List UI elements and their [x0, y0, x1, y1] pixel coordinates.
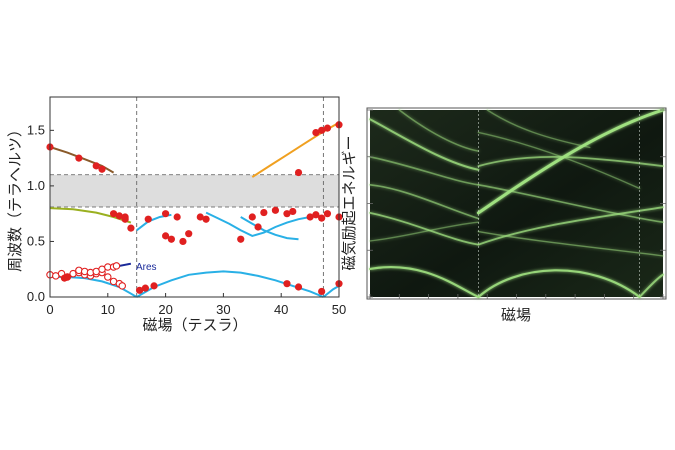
fit-curve-cyan — [322, 285, 340, 298]
filled-data-point — [75, 154, 83, 162]
excitation-branch — [486, 109, 591, 149]
filled-data-point — [167, 235, 175, 243]
filled-data-point — [283, 210, 291, 218]
excitation-branch — [477, 230, 664, 257]
filled-data-point — [306, 213, 314, 221]
open-data-point — [112, 262, 121, 270]
y-tick-label: 1.5 — [27, 122, 45, 137]
field-marker-lines — [136, 97, 324, 297]
gap-band — [50, 174, 339, 207]
filled-data-point — [294, 283, 303, 291]
filled-data-point — [98, 165, 106, 173]
spectrum-ticks — [367, 109, 666, 299]
open-data-points — [46, 262, 127, 290]
filled-data-point — [173, 213, 181, 221]
fit-curve-cyan — [240, 216, 299, 241]
filled-data-point — [196, 213, 204, 221]
y-axis-ticks: 0.0 0.5 1.0 1.5 — [27, 122, 54, 304]
filled-data-point — [92, 162, 100, 170]
frequency-field-chart: 0 10 20 30 40 50 0.0 0.5 1.0 1.5 磁場（テスラ） 周波数（テラヘ… — [7, 96, 346, 334]
spectrum-marker-lines — [478, 110, 640, 297]
x-tick-label: 0 — [46, 302, 53, 317]
x-axis-ticks: 0 10 20 30 40 50 — [46, 293, 346, 317]
fit-curve-brown — [49, 146, 115, 174]
spectrum-background — [370, 110, 663, 297]
filled-data-point — [135, 286, 144, 294]
excitation-branch — [477, 206, 664, 246]
x-tick-label: 50 — [332, 302, 346, 317]
annotation-ares: Ares — [136, 262, 157, 273]
filled-data-point — [323, 210, 332, 218]
filled-data-point — [312, 211, 320, 219]
filled-data-point — [318, 287, 326, 296]
filled-data-point — [283, 280, 291, 288]
excitation-branch — [477, 131, 641, 190]
filled-data-point — [248, 213, 256, 221]
filled-data-point — [185, 230, 193, 238]
spectrum-x-label: 磁場 — [501, 307, 531, 324]
excitation-branch — [477, 184, 664, 223]
filled-data-point — [63, 273, 71, 281]
excitation-branch — [369, 221, 480, 242]
x-tick-label: 10 — [101, 302, 115, 317]
excitation-branch — [369, 184, 480, 220]
filled-data-point — [162, 210, 170, 218]
filled-data-point — [260, 208, 268, 217]
filled-data-point — [144, 215, 152, 223]
y-tick-label: 1.0 — [27, 178, 45, 193]
excitation-branch — [369, 156, 480, 186]
y-tick-label: 0.0 — [27, 289, 45, 304]
excitation-branches — [368, 108, 665, 299]
open-data-point — [118, 282, 127, 290]
filled-data-point — [254, 223, 262, 231]
excitation-branch — [477, 269, 641, 299]
gap-band-edges — [50, 174, 339, 208]
filled-data-point — [289, 207, 297, 216]
fit-curve-cyan — [136, 270, 324, 298]
y-axis-label: 周波数（テラヘルツ） — [7, 122, 24, 272]
filled-data-points — [46, 121, 343, 296]
filled-data-point — [115, 212, 123, 220]
spectrum-y-label: 磁気励起エネルギー — [341, 135, 358, 270]
excitation-branch — [398, 109, 480, 152]
plot-frame — [49, 96, 340, 298]
magnetic-excitation-spectrum: 磁場 磁気励起エネルギー — [341, 107, 667, 324]
filled-data-point — [318, 214, 326, 222]
excitation-branch — [638, 273, 664, 298]
x-tick-label: 20 — [158, 302, 172, 317]
filled-data-point — [318, 126, 326, 134]
filled-data-point — [109, 210, 118, 218]
excitation-branch — [369, 118, 480, 171]
filled-data-point — [202, 215, 210, 223]
fit-curve-cyan — [205, 211, 322, 237]
filled-data-point — [179, 237, 187, 246]
filled-data-point — [141, 284, 149, 292]
filled-data-point — [271, 206, 280, 214]
filled-data-point — [312, 128, 320, 137]
filled-data-point — [127, 224, 135, 232]
x-tick-label: 30 — [216, 302, 230, 317]
filled-data-point — [323, 124, 332, 132]
excitation-branch — [476, 108, 665, 215]
filled-data-point — [121, 215, 129, 223]
filled-data-point — [162, 232, 170, 240]
filled-data-point — [150, 282, 158, 290]
filled-data-point — [237, 235, 245, 243]
open-data-point — [104, 273, 112, 281]
y-tick-label: 0.5 — [27, 233, 45, 248]
x-tick-label: 40 — [274, 302, 288, 317]
filled-data-point — [294, 168, 303, 177]
excitation-branch — [368, 265, 480, 299]
x-axis-label: 磁場（テスラ） — [142, 317, 247, 334]
